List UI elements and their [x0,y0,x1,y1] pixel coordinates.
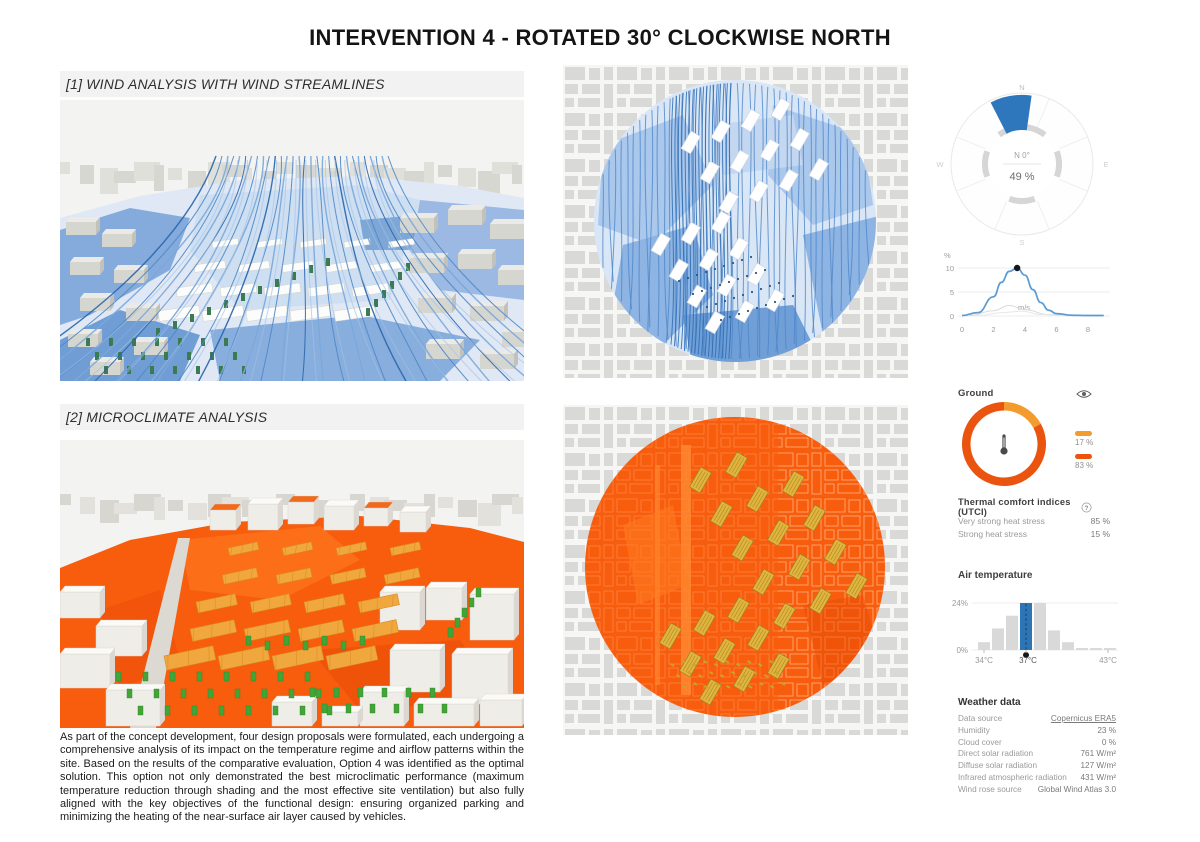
wind-speed-chart: % 10 5 0 0 2 4 6 8 m/s [944,251,1110,334]
weather-row: Direct solar radiation 761 W/m² [958,749,1116,761]
section-label-microclimate: [2] MICROCLIMATE ANALYSIS [66,409,268,425]
ground-donut-chart [962,402,1046,486]
compass-west-label: W [936,160,944,169]
wind-3d-streamlines-view [60,100,524,381]
weather-label-direct: Direct solar radiation [958,749,1034,759]
help-glyph: ? [1084,504,1088,511]
trees [115,587,482,716]
donut-legend: 17 % 83 % [1075,431,1093,477]
x-tick-2: 2 [991,325,995,334]
weather-label-humidity: Humidity [958,725,990,735]
plan-trees-dots [670,660,786,689]
weather-value-cloud: 0 % [1101,737,1116,747]
rose-direction-value: N 0° [1014,151,1030,160]
microclimate-3d-view [60,440,524,728]
weather-source-link[interactable]: Copernicus ERA5 [1050,714,1116,723]
eye-icon[interactable] [1076,389,1092,399]
hist-tick-34: 34°C [975,656,993,665]
legend-value-83: 83 % [1075,461,1094,470]
legend-swatch-dark [1075,454,1092,459]
hist-ymin: 0% [956,646,968,655]
weather-value-direct: 761 W/m² [1080,749,1117,759]
utci-rows: Very strong heat stress 85 % Strong heat… [958,516,1110,542]
page-title: INTERVENTION 4 - ROTATED 30° CLOCKWISE N… [309,25,891,50]
city-buildings [60,495,524,727]
weather-row: Data source Copernicus ERA5 [958,714,1116,726]
weather-value-diffuse: 127 W/m² [1080,761,1117,771]
section-label-wind: [1] WIND ANALYSIS WITH WIND STREAMLINES [66,76,385,92]
x-tick-6: 6 [1054,325,1058,334]
legend-value-17: 17 % [1075,438,1094,447]
wind-rose: N 0° 49 % N E S W [936,83,1108,247]
weather-value-humidity: 23 % [1097,725,1116,735]
weather-label-source: Data source [958,714,1003,723]
plan-parking [659,451,868,706]
ground-panel-header: Ground [958,388,1092,399]
utci-value-2: 15 % [1090,529,1110,539]
donut-arcs [962,402,1046,486]
wind-speed-curve [961,264,1104,317]
compass-south-label: S [1019,238,1024,247]
compass-east-label: E [1103,160,1108,169]
weather-label-cloud: Cloud cover [958,737,1002,747]
utci-row: Very strong heat stress 85 % [958,516,1110,529]
weather-row: Wind rose source Global Wind Atlas 3.0 [958,785,1116,797]
hist-tick-43: 43°C [1099,656,1117,665]
wind-streamlines [60,155,524,381]
legend-swatch-light [1075,431,1092,436]
utci-label-2: Strong heat stress [958,529,1027,539]
weather-label-infrared: Infrared atmospheric radiation [958,772,1067,782]
plan-trees-dots [677,255,795,322]
weather-data-title: Weather data [958,697,1021,708]
hist-bars [978,603,1116,658]
air-temperature-histogram: 24% 0% 34°C 37°C 43°C [952,599,1118,665]
x-unit-label: m/s [1018,303,1030,312]
weather-row: Cloud cover 0 % [958,738,1116,750]
air-temperature-title: Air temperature [958,570,1033,581]
hist-ymax: 24% [952,599,968,608]
y-tick-5: 5 [950,288,954,297]
weather-row: Diffuse solar radiation 127 W/m² [958,761,1116,773]
y-unit-label: % [944,251,951,260]
x-tick-8: 8 [1086,325,1090,334]
rose-frequency-value: 49 % [1009,171,1034,183]
utci-value-1: 85 % [1090,516,1110,526]
section-header-microclimate: [2] MICROCLIMATE ANALYSIS [60,404,524,430]
plan-streamlines [602,82,870,360]
utci-row: Strong heat stress 15 % [958,529,1110,542]
utci-header: Thermal comfort indices (UTCI) ? [958,497,1092,517]
utci-label-1: Very strong heat stress [958,516,1045,526]
wind-plan-view [563,65,908,378]
weather-value-infrared: 431 W/m² [1080,772,1117,782]
plan-parking [650,97,830,335]
compass-north-label: N [1019,83,1024,92]
ground-title: Ground [958,388,994,399]
x-tick-0: 0 [960,325,964,334]
weather-rows: Data source Copernicus ERA5 Humidity 23 … [958,714,1116,797]
y-tick-10: 10 [946,264,954,273]
weather-value-windrose-source: Global Wind Atlas 3.0 [1037,784,1116,794]
hist-tick-37: 37°C [1019,656,1037,665]
help-icon[interactable]: ? [1081,501,1092,514]
weather-label-diffuse: Diffuse solar radiation [958,761,1038,771]
weather-row: Humidity 23 % [958,726,1116,738]
y-tick-0: 0 [950,312,954,321]
utci-title: Thermal comfort indices (UTCI) [958,497,1071,517]
thermometer-icon [1000,434,1008,455]
microclimate-plan-view [563,405,908,735]
x-tick-4: 4 [1023,325,1027,334]
section-header-wind: [1] WIND ANALYSIS WITH WIND STREAMLINES [60,71,524,97]
weather-row: Infrared atmospheric radiation 431 W/m² [958,773,1116,785]
description-paragraph: As part of the concept development, four… [60,731,524,824]
weather-label-windrose-source: Wind rose source [958,784,1022,794]
